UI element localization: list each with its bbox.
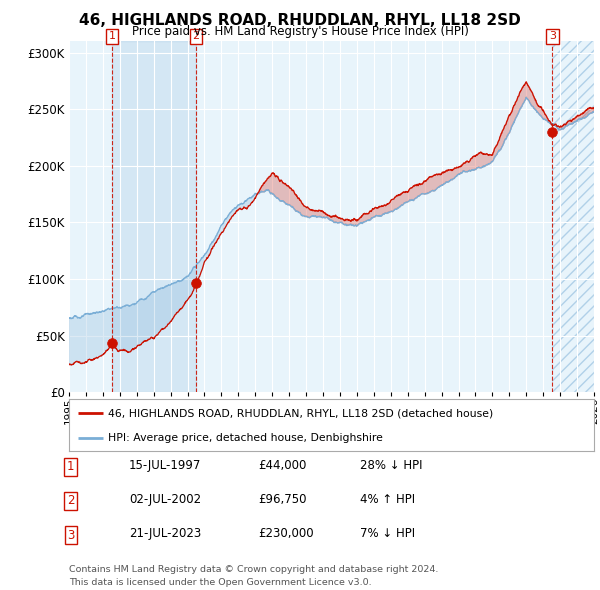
Text: 2: 2 [67,494,74,507]
Text: 3: 3 [67,529,74,542]
Text: Contains HM Land Registry data © Crown copyright and database right 2024.: Contains HM Land Registry data © Crown c… [69,565,439,574]
Text: Price paid vs. HM Land Registry's House Price Index (HPI): Price paid vs. HM Land Registry's House … [131,25,469,38]
Text: 1: 1 [67,460,74,473]
Text: £44,000: £44,000 [258,459,307,472]
Bar [553,41,594,392]
Text: 3: 3 [549,31,556,41]
Text: £96,750: £96,750 [258,493,307,506]
Text: 2: 2 [193,31,200,41]
Text: 4% ↑ HPI: 4% ↑ HPI [360,493,415,506]
Bar [112,41,196,392]
Text: 1: 1 [109,31,116,41]
Text: This data is licensed under the Open Government Licence v3.0.: This data is licensed under the Open Gov… [69,578,371,587]
Text: 28% ↓ HPI: 28% ↓ HPI [360,459,422,472]
Text: 46, HIGHLANDS ROAD, RHUDDLAN, RHYL, LL18 2SD (detached house): 46, HIGHLANDS ROAD, RHUDDLAN, RHYL, LL18… [109,408,494,418]
Text: 21-JUL-2023: 21-JUL-2023 [129,527,201,540]
Text: HPI: Average price, detached house, Denbighshire: HPI: Average price, detached house, Denb… [109,434,383,443]
Text: 15-JUL-1997: 15-JUL-1997 [129,459,202,472]
Bar [553,41,594,392]
Text: 46, HIGHLANDS ROAD, RHUDDLAN, RHYL, LL18 2SD: 46, HIGHLANDS ROAD, RHUDDLAN, RHYL, LL18… [79,13,521,28]
Text: 02-JUL-2002: 02-JUL-2002 [129,493,201,506]
Text: £230,000: £230,000 [258,527,314,540]
Text: 7% ↓ HPI: 7% ↓ HPI [360,527,415,540]
